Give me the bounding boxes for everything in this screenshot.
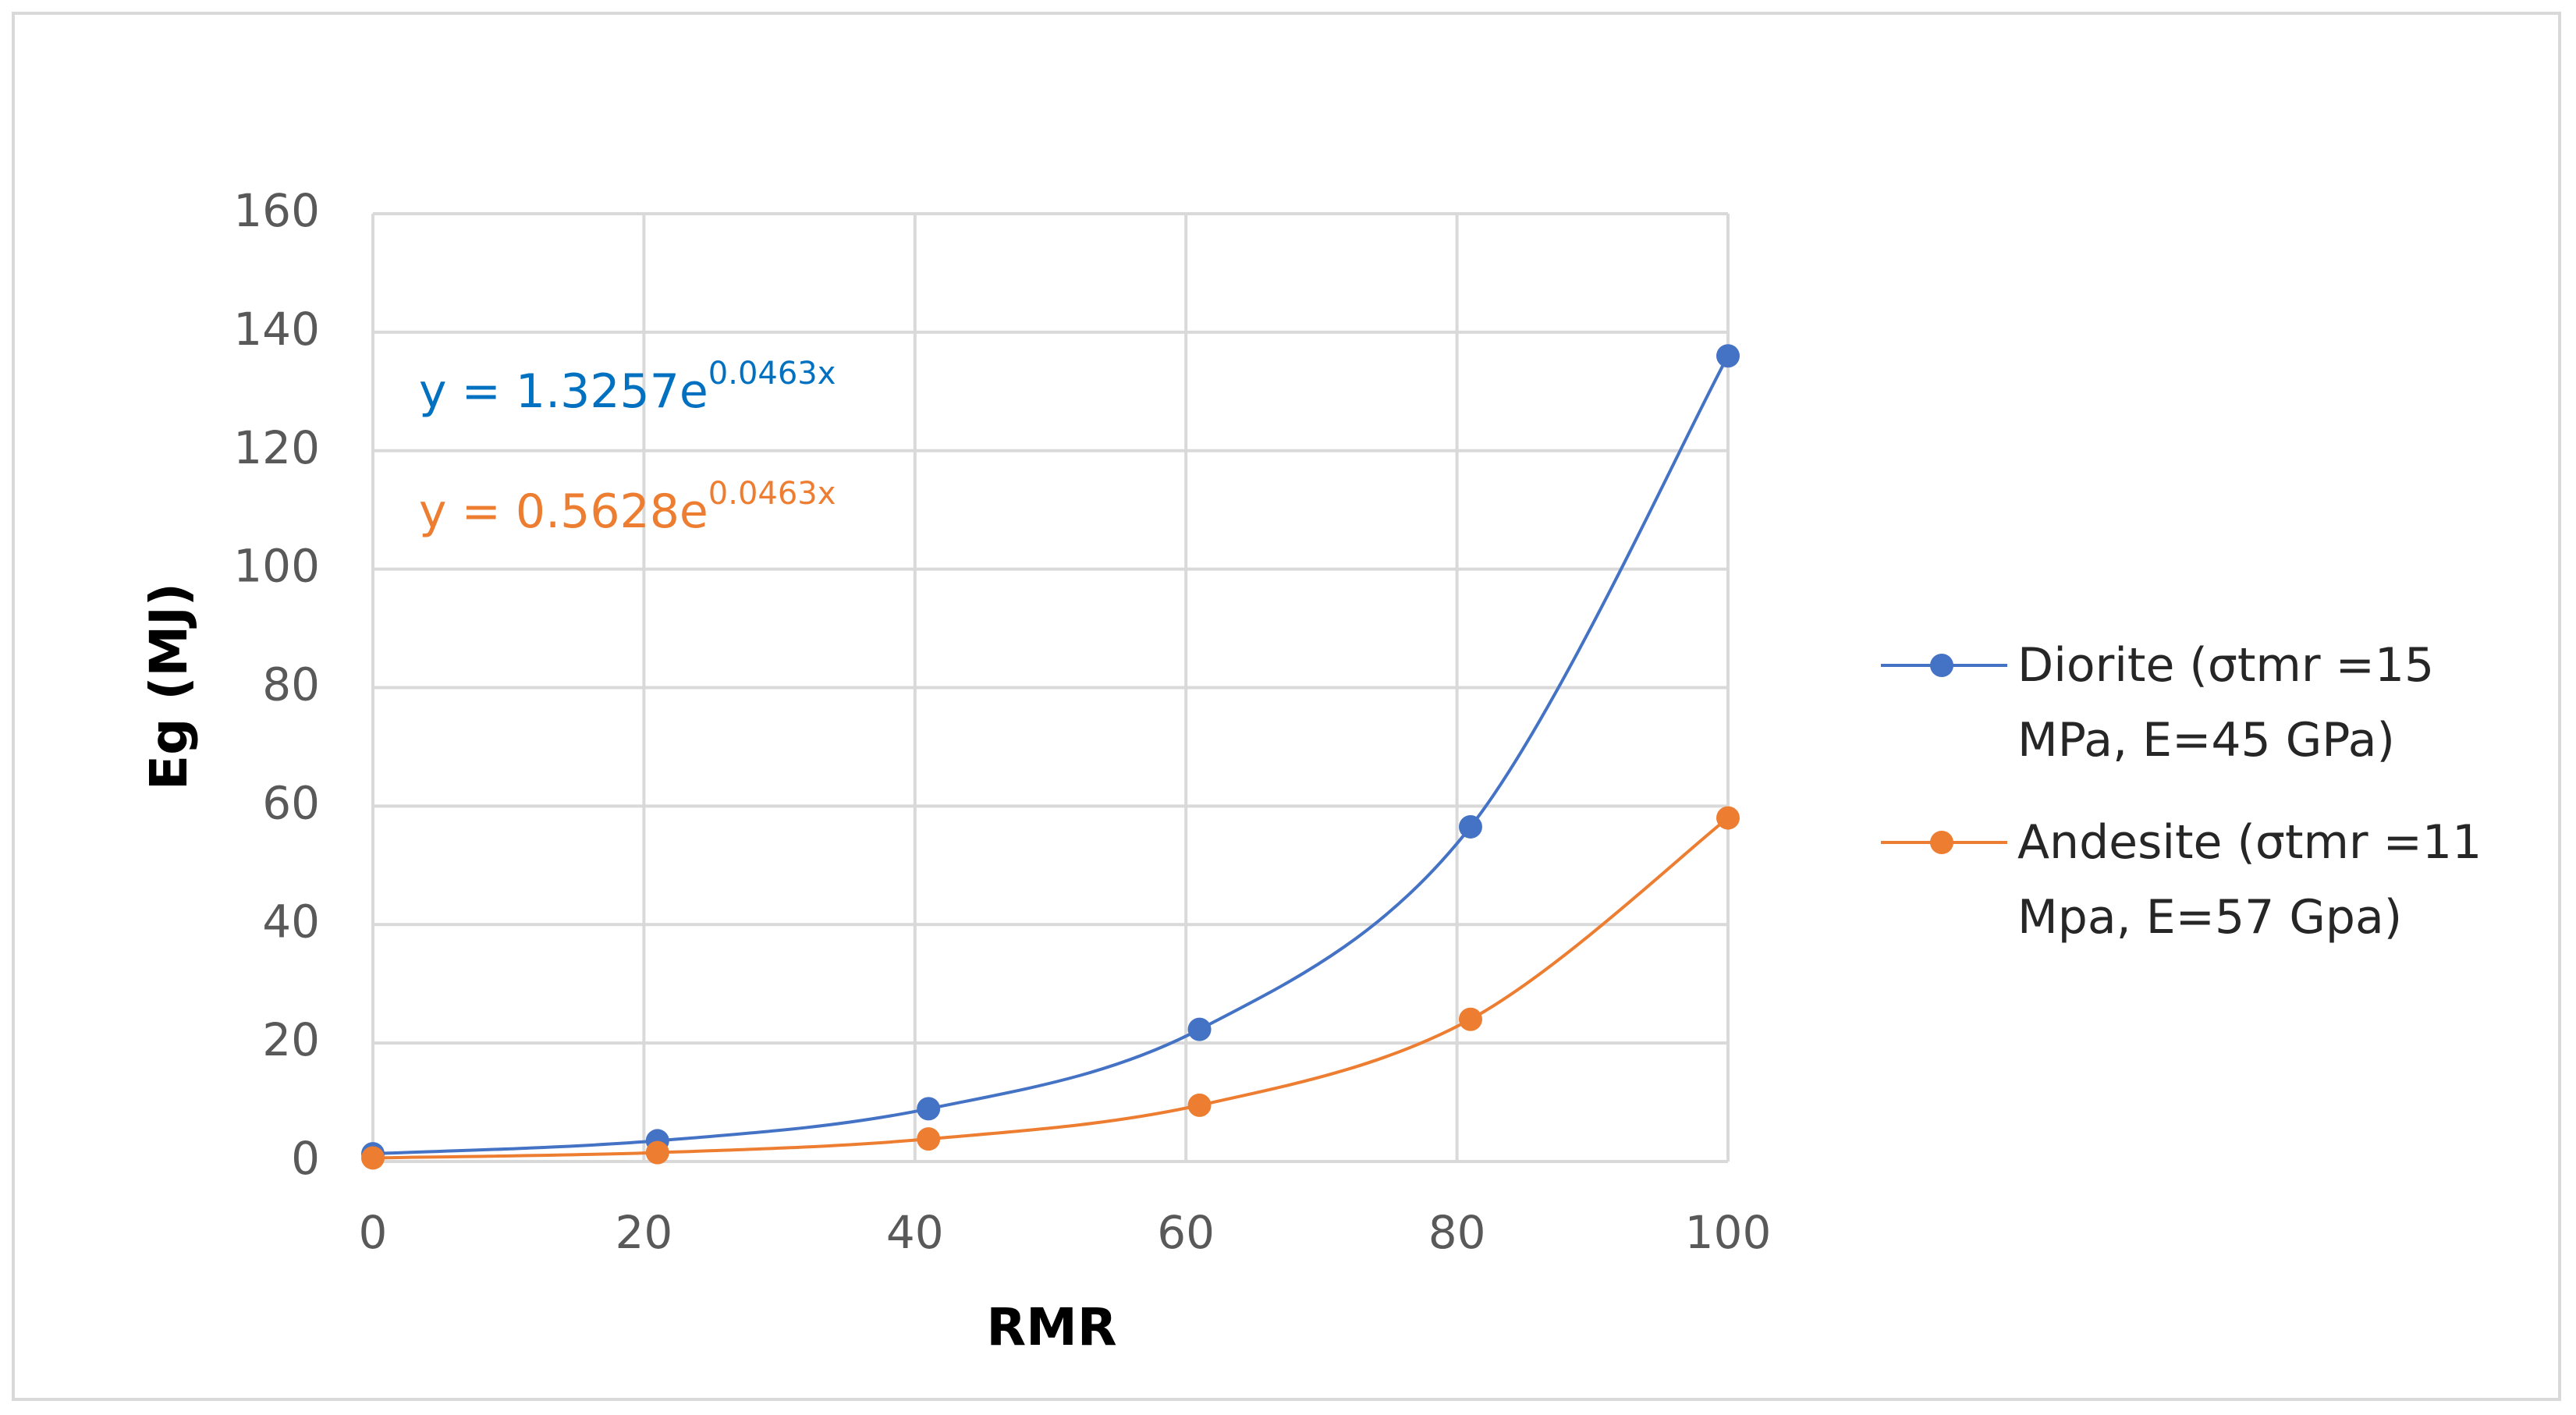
y-tick-label: 60 [262,776,320,829]
x-tick-label: 0 [359,1206,388,1259]
data-point [1187,1017,1212,1041]
trendline-equation: y = 1.3257e0.0463x [419,356,836,419]
series-line [372,816,1730,1160]
y-tick-label: 0 [291,1132,320,1185]
y-tick-label: 80 [262,658,320,711]
y-tick-label: 160 [233,184,320,237]
data-point [361,1146,385,1170]
data-point [1716,344,1740,368]
legend-marker [1930,831,1953,854]
y-axis-title: Eg (MJ) [139,583,199,790]
trendline-equation: y = 0.5628e0.0463x [419,476,836,539]
legend-label: Diorite (σtmr =15 MPa, E=45 GPa) [2017,638,2435,768]
data-point [917,1097,941,1121]
legend-label: Andesite (σtmr =11 Mpa, E=57 Gpa) [2017,815,2482,945]
data-point [917,1127,941,1151]
y-tick-label: 140 [233,303,320,356]
data-point [1187,1093,1212,1117]
y-tick-label: 100 [233,540,320,593]
data-point [1716,806,1740,830]
x-tick-label: 40 [886,1206,944,1259]
x-axis-title: RMR [986,1297,1116,1357]
data-point [645,1140,669,1165]
y-tick-label: 40 [262,895,320,948]
equation-exponent: 0.0463x [708,356,836,392]
equation-exponent: 0.0463x [708,476,836,512]
chart-border [12,12,2561,1401]
y-tick-label: 20 [262,1013,320,1066]
x-tick-label: 80 [1428,1206,1486,1259]
data-point [1458,814,1482,839]
equation-base: y = 1.3257e [419,364,708,419]
legend-marker [1930,654,1953,677]
x-tick-label: 20 [615,1206,672,1259]
series-line [372,355,1730,1156]
y-tick-label: 120 [233,421,320,474]
x-tick-label: 60 [1157,1206,1215,1259]
data-point [1458,1007,1482,1031]
equation-base: y = 0.5628e [419,484,708,539]
x-tick-label: 100 [1685,1206,1772,1259]
